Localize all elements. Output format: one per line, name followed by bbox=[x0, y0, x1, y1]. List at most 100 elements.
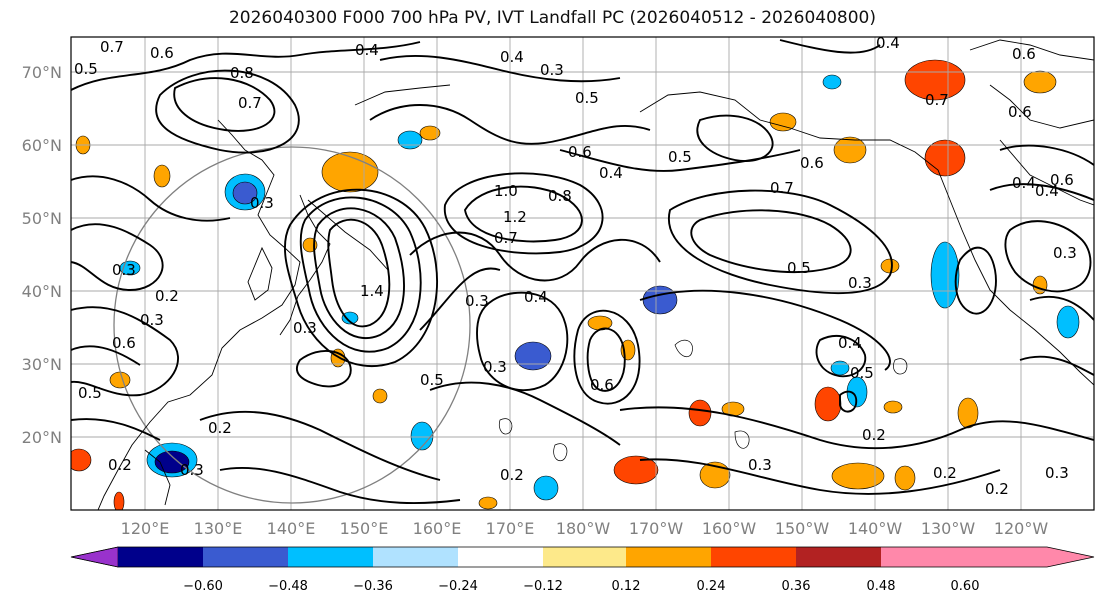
longitude-label: 160°E bbox=[413, 519, 462, 538]
contour-label: 0.6 bbox=[1012, 45, 1036, 63]
contour-label: 0.7 bbox=[100, 38, 124, 56]
latitude-label: 30°N bbox=[22, 355, 62, 374]
negative-ivt-anomaly bbox=[822, 74, 842, 90]
contour-label: 1.2 bbox=[503, 208, 527, 226]
colorbar-segment bbox=[203, 547, 288, 567]
longitude-label: 140°W bbox=[848, 519, 903, 538]
positive-ivt-anomaly bbox=[688, 399, 712, 427]
colorbar-tick-label: 0.36 bbox=[782, 579, 811, 594]
contour-label: 0.2 bbox=[208, 419, 232, 437]
positive-ivt-anomaly bbox=[883, 400, 903, 414]
contour-label: 0.5 bbox=[78, 384, 102, 402]
contour-label: 0.3 bbox=[250, 194, 274, 212]
contour-label: 0.6 bbox=[568, 143, 592, 161]
negative-ivt-anomaly bbox=[830, 360, 850, 376]
negative-ivt-anomaly bbox=[154, 450, 190, 474]
contour-label: 0.4 bbox=[1035, 182, 1059, 200]
contour-label: 0.2 bbox=[108, 456, 132, 474]
colorbar-segment bbox=[796, 547, 881, 567]
longitude-label: 120°W bbox=[994, 519, 1049, 538]
positive-ivt-anomaly bbox=[894, 465, 916, 491]
contour-label: 0.4 bbox=[599, 164, 623, 182]
negative-ivt-anomaly bbox=[533, 475, 559, 501]
map-title: 2026040300 F000 700 hPa PV, IVT Landfall… bbox=[228, 8, 876, 28]
map-frame bbox=[70, 36, 1095, 511]
contour-label: 0.6 bbox=[150, 44, 174, 62]
longitude-label: 150°E bbox=[340, 519, 389, 538]
contour-label: 1.0 bbox=[494, 182, 518, 200]
colorbar-segment bbox=[711, 547, 796, 567]
positive-ivt-anomaly bbox=[831, 462, 885, 490]
coastlines bbox=[97, 39, 1094, 510]
gridlines bbox=[71, 37, 1094, 510]
latitude-label: 60°N bbox=[22, 136, 62, 155]
latitude-label: 20°N bbox=[22, 428, 62, 447]
contour-label: 0.6 bbox=[590, 376, 614, 394]
colorbar-tick-label: 0.12 bbox=[612, 579, 641, 594]
colorbar-extend-high bbox=[965, 547, 1094, 567]
ivt-shading bbox=[71, 59, 1080, 510]
contour-label: 0.4 bbox=[355, 41, 379, 59]
positive-ivt-anomaly bbox=[814, 386, 842, 422]
colorbar-segment bbox=[543, 547, 626, 567]
contour-label: 0.2 bbox=[933, 464, 957, 482]
colorbar-outline bbox=[70, 546, 1095, 568]
colorbar-tick-label: −0.36 bbox=[353, 579, 393, 594]
positive-ivt-anomaly bbox=[924, 139, 966, 177]
colorbar-segment bbox=[626, 547, 711, 567]
latitude-axis: 70°N 60°N 50°N 40°N 30°N 20°N bbox=[22, 63, 62, 447]
contour-label: 0.5 bbox=[420, 371, 444, 389]
positive-ivt-anomaly bbox=[1023, 70, 1057, 94]
colorbar-tick-label: 0.60 bbox=[951, 579, 980, 594]
colorbar-segment bbox=[458, 547, 543, 567]
contour-label: 0.6 bbox=[800, 154, 824, 172]
contour-label: 0.3 bbox=[1053, 244, 1077, 262]
latitude-label: 70°N bbox=[22, 63, 62, 82]
negative-ivt-anomaly bbox=[514, 341, 552, 371]
positive-ivt-anomaly bbox=[957, 397, 979, 429]
positive-ivt-anomaly bbox=[419, 125, 441, 141]
positive-ivt-anomaly bbox=[613, 455, 659, 485]
contour-label: 0.3 bbox=[1045, 464, 1069, 482]
contour-label: 0.4 bbox=[500, 48, 524, 66]
contour-label: 0.2 bbox=[155, 287, 179, 305]
contour-label: 0.5 bbox=[850, 364, 874, 382]
contour-label: 0.2 bbox=[862, 426, 886, 444]
contour-label: 0.2 bbox=[985, 480, 1009, 498]
negative-ivt-anomaly bbox=[1056, 305, 1080, 339]
contour-label: 0.6 bbox=[112, 334, 136, 352]
latitude-label: 50°N bbox=[22, 209, 62, 228]
colorbar-segment bbox=[118, 547, 203, 567]
colorbar-segment bbox=[288, 547, 373, 567]
contour-label: 0.3 bbox=[465, 292, 489, 310]
range-circle bbox=[113, 146, 471, 504]
contour-label: 0.7 bbox=[770, 179, 794, 197]
map-panel: 0.7 0.6 0.4 0.5 0.8 0.7 0.4 0.3 0.5 0.4 … bbox=[70, 34, 1095, 511]
colorbar-tick-label: 0.48 bbox=[867, 579, 896, 594]
contour-label: 0.8 bbox=[548, 187, 572, 205]
colorbar-extend-low bbox=[70, 546, 119, 568]
longitude-label: 180°W bbox=[556, 519, 611, 538]
contour-labels: 0.7 0.6 0.4 0.5 0.8 0.7 0.4 0.3 0.5 0.4 … bbox=[74, 34, 1077, 498]
contour-label: 0.3 bbox=[748, 456, 772, 474]
colorbar-tick-label: −0.12 bbox=[523, 579, 563, 594]
positive-ivt-anomaly bbox=[71, 448, 92, 472]
latitude-label: 40°N bbox=[22, 282, 62, 301]
contour-label: 0.4 bbox=[1012, 174, 1036, 192]
longitude-label: 150°W bbox=[775, 519, 830, 538]
contour-label: 0.4 bbox=[524, 288, 548, 306]
contour-label: 0.3 bbox=[140, 311, 164, 329]
contour-label: 0.3 bbox=[540, 61, 564, 79]
contour-label: 0.4 bbox=[876, 34, 900, 52]
pv-contours bbox=[71, 39, 1094, 505]
negative-ivt-anomaly bbox=[232, 181, 258, 205]
positive-ivt-anomaly bbox=[880, 258, 900, 274]
longitude-label: 160°W bbox=[702, 519, 757, 538]
positive-ivt-anomaly bbox=[153, 164, 171, 188]
contour-label: 0.3 bbox=[293, 319, 317, 337]
positive-ivt-anomaly bbox=[769, 112, 797, 132]
negative-ivt-anomaly bbox=[930, 241, 960, 309]
longitude-label: 170°W bbox=[629, 519, 684, 538]
longitude-label: 130°W bbox=[921, 519, 976, 538]
